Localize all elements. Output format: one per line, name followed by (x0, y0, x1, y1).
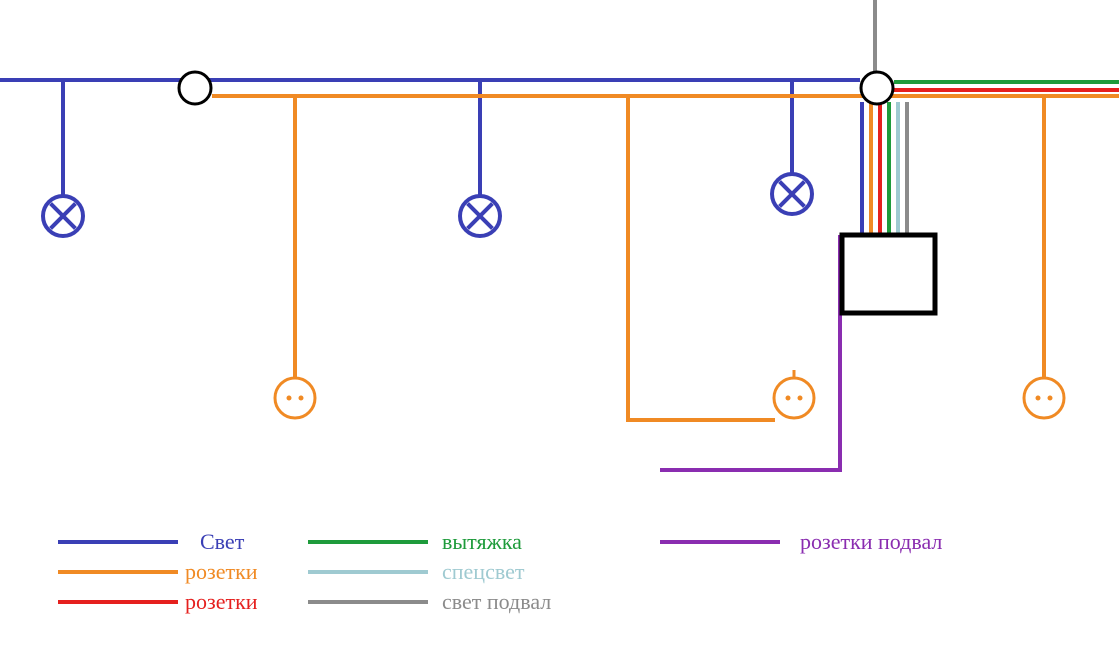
legend-label-svet_podval: свет подвал (442, 589, 551, 614)
legend-label-vytyazhka: вытяжка (442, 529, 522, 554)
lamps (43, 174, 812, 236)
lamp-lamp2 (460, 196, 500, 236)
junction-j2 (861, 72, 893, 104)
legend-label-spetssvet: спецсвет (442, 559, 525, 584)
legend-label-rozetki_podval: розетки подвал (800, 529, 942, 554)
distribution-box-rect (842, 235, 935, 313)
junction-j1 (179, 72, 211, 104)
legend-label-svet: Свет (200, 529, 245, 554)
wire-rozetki_podval (660, 235, 840, 470)
wiring-diagram: Свет розетки розетки вытяжка спецсвет свет по… (0, 0, 1119, 646)
lamp-lamp3 (772, 174, 812, 214)
socket-s3 (1024, 370, 1064, 418)
wire-rozetki_drop2 (628, 96, 775, 420)
junction-boxes (179, 72, 893, 104)
legend: Свет розетки розетки вытяжка спецсвет свет по… (58, 529, 942, 614)
sockets (275, 370, 1064, 418)
wires (0, 0, 1119, 470)
legend-label-rozetki2: розетки (185, 589, 258, 614)
socket-s2 (774, 370, 814, 418)
lamp-lamp1 (43, 196, 83, 236)
legend-label-rozetki: розетки (185, 559, 258, 584)
socket-s1 (275, 370, 315, 418)
distribution-box (842, 235, 935, 313)
